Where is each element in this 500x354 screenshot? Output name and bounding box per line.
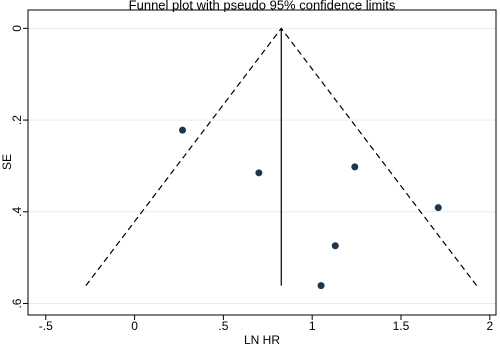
x-tick-label: .5 bbox=[218, 319, 228, 333]
x-axis-title: LN HR bbox=[244, 333, 280, 347]
x-tick-label: 1 bbox=[309, 319, 316, 333]
y-axis-title: SE bbox=[0, 154, 14, 170]
x-tick-label: 0 bbox=[131, 319, 138, 333]
y-tick-label: .2 bbox=[10, 115, 24, 125]
x-tick-label: 1.5 bbox=[393, 319, 410, 333]
reference-line bbox=[85, 27, 478, 287]
point bbox=[179, 126, 187, 134]
x-tick-label: -.5 bbox=[39, 319, 53, 333]
plot-frame bbox=[27, 9, 497, 316]
point bbox=[317, 282, 325, 290]
y-tick-label: .4 bbox=[10, 206, 24, 216]
point bbox=[434, 204, 442, 212]
x-tick-label: 2 bbox=[486, 319, 493, 333]
chart-title: Funnel plot with pseudo 95% confidence l… bbox=[129, 0, 396, 12]
y-tick-label: 0 bbox=[10, 25, 24, 32]
point bbox=[255, 169, 263, 177]
y-tick-label: .6 bbox=[10, 298, 24, 308]
point bbox=[351, 163, 359, 171]
point bbox=[331, 242, 339, 250]
